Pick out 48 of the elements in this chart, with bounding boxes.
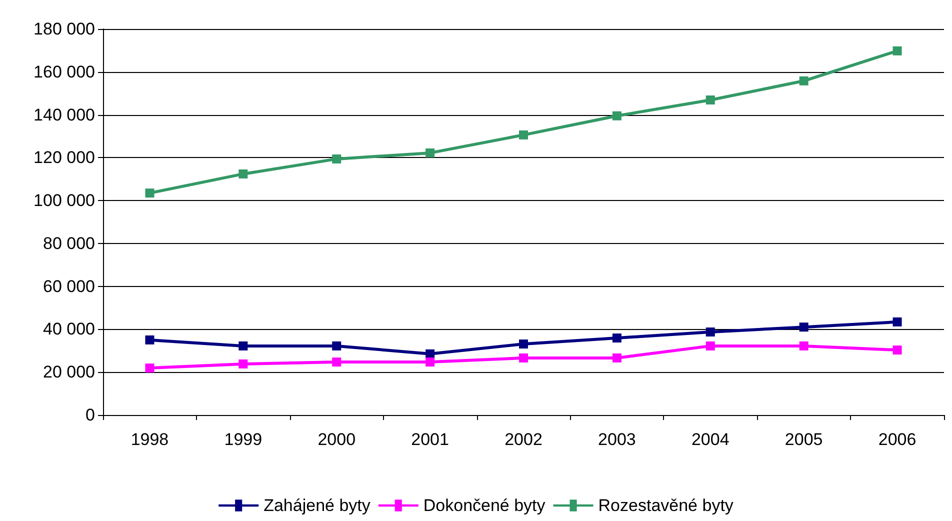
point xyxy=(145,364,154,373)
point xyxy=(519,340,528,349)
point xyxy=(332,358,342,367)
point xyxy=(892,346,902,355)
point xyxy=(612,334,622,343)
legend-label: Dokončené byty xyxy=(423,496,546,515)
point xyxy=(238,169,248,178)
point xyxy=(892,46,902,56)
point xyxy=(145,335,154,344)
point xyxy=(799,341,808,350)
point xyxy=(612,111,622,120)
point xyxy=(706,341,715,350)
point xyxy=(519,130,528,140)
point xyxy=(145,188,154,198)
x-tick-label: 1998 xyxy=(130,430,169,449)
point xyxy=(799,76,808,86)
x-tick-label: 2000 xyxy=(318,430,356,449)
y-tick-label: 140 000 xyxy=(34,105,95,124)
x-tick-label: 2006 xyxy=(878,430,916,449)
x-tick-label: 1999 xyxy=(224,430,262,449)
y-tick-label: 40 000 xyxy=(43,320,95,339)
y-tick-label: 160 000 xyxy=(34,62,95,82)
y-tick-label: 180 000 xyxy=(34,20,95,38)
point xyxy=(706,95,715,104)
point xyxy=(519,353,528,362)
point xyxy=(706,328,715,337)
point xyxy=(426,148,435,158)
x-tick-label: 2004 xyxy=(691,430,730,449)
y-tick-label: 80 000 xyxy=(43,234,95,253)
point xyxy=(799,322,808,332)
x-tick-label: 2005 xyxy=(784,430,823,449)
y-tick-label: 120 000 xyxy=(34,148,95,168)
point xyxy=(892,317,902,326)
point xyxy=(426,358,435,367)
point xyxy=(238,341,248,350)
x-tick-label: 2002 xyxy=(504,430,542,449)
legend-label: Rozestavěné byty xyxy=(598,496,734,515)
y-tick-label: 20 000 xyxy=(43,362,95,382)
point xyxy=(238,359,248,368)
y-tick-label: 100 000 xyxy=(34,191,95,210)
point xyxy=(612,353,622,362)
point xyxy=(332,154,342,164)
legend-label: Zahájené byty xyxy=(264,496,371,515)
x-tick-label: 2001 xyxy=(411,430,449,449)
point xyxy=(332,341,342,350)
x-tick-label: 2003 xyxy=(598,430,636,449)
y-tick-label: 0 xyxy=(86,406,95,424)
y-tick-label: 60 000 xyxy=(43,276,95,296)
